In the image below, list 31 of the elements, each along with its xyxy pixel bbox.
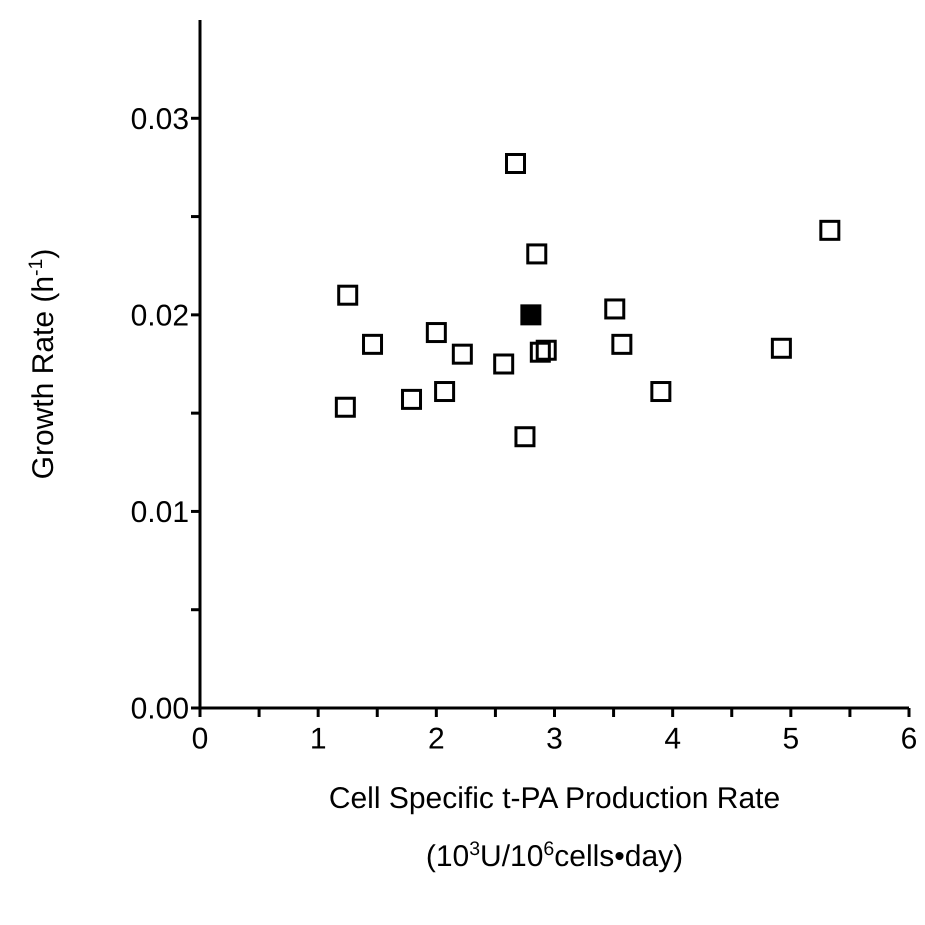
x-tick-label: 2 [428,722,445,756]
point [526,243,548,264]
point [819,220,840,241]
y-tick-label: 0.02 [130,300,189,333]
x-tick-label: 5 [782,722,800,756]
point [334,396,356,418]
point [337,284,358,306]
point [536,340,557,361]
y-tick-label: 0.03 [130,102,189,136]
x-tick-label: 3 [546,722,563,756]
point [650,381,672,402]
point [401,388,422,410]
point [452,344,473,365]
y-tick-label: 0.00 [130,692,189,726]
point [520,304,542,326]
point [426,322,447,344]
point [362,334,384,355]
y-tick-label: 0.01 [130,496,189,530]
x-tick-label: 1 [310,722,327,756]
point [530,342,551,363]
x-tick-label: 0 [192,722,208,756]
x-tick-label: 4 [664,722,682,756]
x-axis-title: Cell Specific t-PA Production Rate (10$^{3}$U/10$^{6}$cells•day) [328,782,780,873]
point [505,152,526,174]
x-tick-label: 6 [900,722,918,756]
point [493,354,514,374]
point [434,381,456,402]
point [604,298,626,320]
point [770,338,792,359]
point [514,426,536,448]
point [611,334,632,355]
